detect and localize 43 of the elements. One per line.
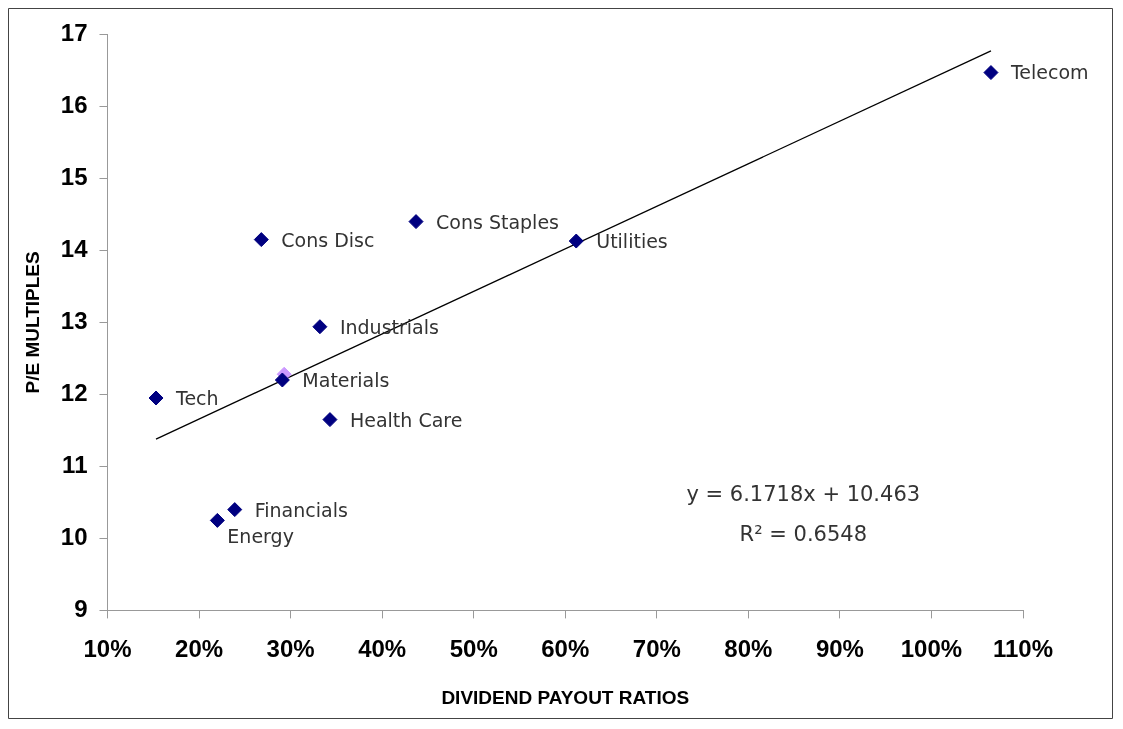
x-tick-label: 30% (266, 635, 315, 663)
annotation: Utilities (596, 229, 668, 252)
x-tick-label: 70% (632, 635, 681, 663)
y-tick-label: 14 (60, 235, 89, 263)
point (274, 372, 290, 388)
x-tick-label: 100% (900, 635, 963, 663)
y-tick-label: 17 (60, 19, 88, 47)
point (209, 512, 225, 528)
annotation: Energy (227, 524, 294, 547)
point (408, 214, 424, 230)
y-tick-label: 15 (60, 163, 88, 191)
y-tick-label: 9 (74, 595, 88, 623)
y-tick-label: 12 (60, 379, 88, 407)
annotation: Cons Staples (436, 210, 559, 233)
annotation: Tech (175, 386, 219, 409)
point (568, 233, 584, 249)
x-tick-label: 80% (724, 635, 773, 663)
x-tick-label: 40% (358, 635, 407, 663)
annotation: Telecom (1009, 61, 1089, 84)
x-tick-label: 20% (175, 635, 224, 663)
point (253, 232, 269, 248)
annotation: Materials (302, 368, 390, 391)
point (322, 412, 338, 428)
x-tick-label: 90% (815, 635, 864, 663)
annotation: Health Care (349, 408, 463, 431)
x-tick-label: 50% (449, 635, 498, 663)
y-tick-label: 16 (60, 91, 88, 119)
annotation: R² = 0.6548 (739, 521, 867, 546)
annotation: Financials (254, 498, 348, 521)
y-tick-label: 13 (60, 307, 88, 335)
point (312, 319, 328, 335)
point (148, 390, 164, 406)
point (983, 65, 999, 81)
x-axis-title: DIVIDEND PAYOUT RATIOS (441, 686, 690, 708)
y-tick-label: 10 (60, 523, 88, 551)
x-tick-label: 110% (992, 635, 1054, 663)
x-tick-label: 10% (83, 635, 132, 663)
point (227, 502, 243, 518)
y-axis-title: P/E MULTIPLES (21, 251, 43, 394)
y-tick-label: 11 (62, 451, 88, 479)
annotation: y = 6.1718x + 10.463 (686, 481, 921, 506)
annotation: Cons Disc (281, 228, 375, 251)
x-tick-label: 60% (541, 635, 590, 663)
